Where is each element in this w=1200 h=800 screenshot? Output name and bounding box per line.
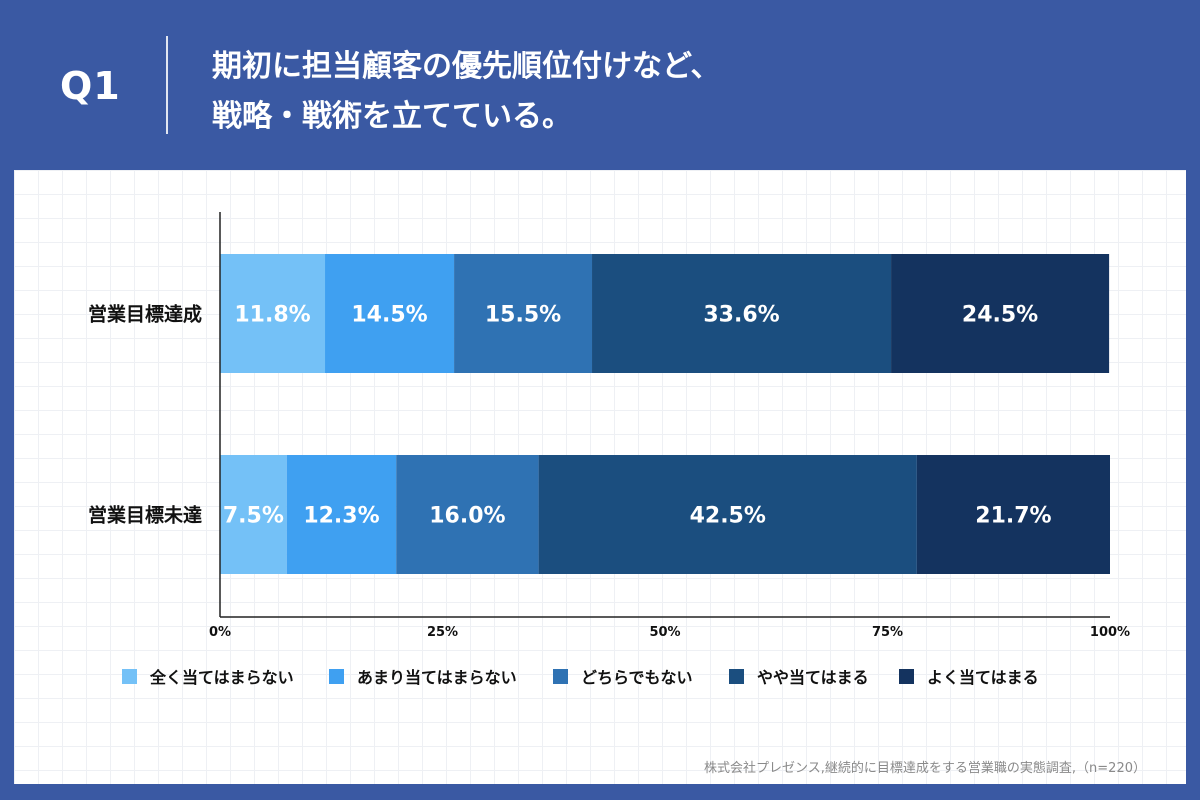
bar-segment bbox=[538, 455, 917, 574]
question-label: Q1 bbox=[60, 64, 121, 108]
legend-label: あまり当てはまらない bbox=[357, 668, 517, 687]
bar-value-label: 33.6% bbox=[703, 303, 779, 328]
legend-label: どちらでもない bbox=[581, 668, 693, 687]
bar-segment bbox=[396, 455, 539, 574]
bar-value-label: 14.5% bbox=[351, 303, 427, 328]
bar-segment bbox=[220, 455, 287, 574]
bar-value-label: 16.0% bbox=[429, 504, 505, 529]
legend-swatch bbox=[553, 669, 568, 684]
bar-value-label: 42.5% bbox=[690, 504, 766, 529]
legend-label: よく当てはまる bbox=[927, 668, 1039, 687]
x-tick-label: 50% bbox=[649, 625, 680, 640]
legend-swatch bbox=[122, 669, 137, 684]
category-label: 営業目標未達 bbox=[88, 504, 202, 527]
question-title-line2: 戦略・戦術を立てている。 bbox=[212, 99, 572, 134]
bar-segment bbox=[592, 254, 892, 373]
x-tick-label: 25% bbox=[427, 625, 458, 640]
legend-swatch bbox=[729, 669, 744, 684]
bar-segment bbox=[286, 455, 397, 574]
bar-value-label: 21.7% bbox=[975, 504, 1051, 529]
bar-segment bbox=[454, 254, 593, 373]
bar-value-label: 7.5% bbox=[223, 504, 284, 529]
category-label: 営業目標達成 bbox=[88, 303, 202, 326]
bar-value-label: 15.5% bbox=[485, 303, 561, 328]
x-tick-label: 75% bbox=[872, 625, 903, 640]
bar-segment bbox=[891, 254, 1110, 373]
bar-value-label: 24.5% bbox=[962, 303, 1038, 328]
bar-segment bbox=[325, 254, 455, 373]
bar-value-label: 12.3% bbox=[303, 504, 379, 529]
stacked-bar-chart: 11.8% 14.5% 15.5% 33.6% 24.5% 営業目標達成 7.5% 12.3%… bbox=[88, 212, 1130, 687]
legend-label: 全く当てはまらない bbox=[149, 668, 294, 687]
bar-segment bbox=[220, 254, 326, 373]
x-tick-label: 100% bbox=[1090, 625, 1130, 640]
question-title-line1: 期初に担当顧客の優先順位付けなど、 bbox=[212, 49, 721, 84]
bar-segment bbox=[916, 455, 1110, 574]
chart-card: 11.8% 14.5% 15.5% 33.6% 24.5% 営業目標達成 7.5% 12.3%… bbox=[14, 170, 1186, 784]
legend-swatch bbox=[329, 669, 344, 684]
bar-value-label: 11.8% bbox=[234, 303, 310, 328]
x-tick-label: 0% bbox=[209, 625, 231, 640]
legend-label: やや当てはまる bbox=[757, 668, 869, 687]
legend-swatch bbox=[899, 669, 914, 684]
header-divider bbox=[166, 36, 168, 134]
header: Q1 期初に担当顧客の優先順位付けなど、 戦略・戦術を立てている。 bbox=[0, 0, 1200, 170]
source-note: 株式会社プレゼンス,継続的に目標達成をする営業職の実態調査,（n=220） bbox=[704, 761, 1146, 776]
